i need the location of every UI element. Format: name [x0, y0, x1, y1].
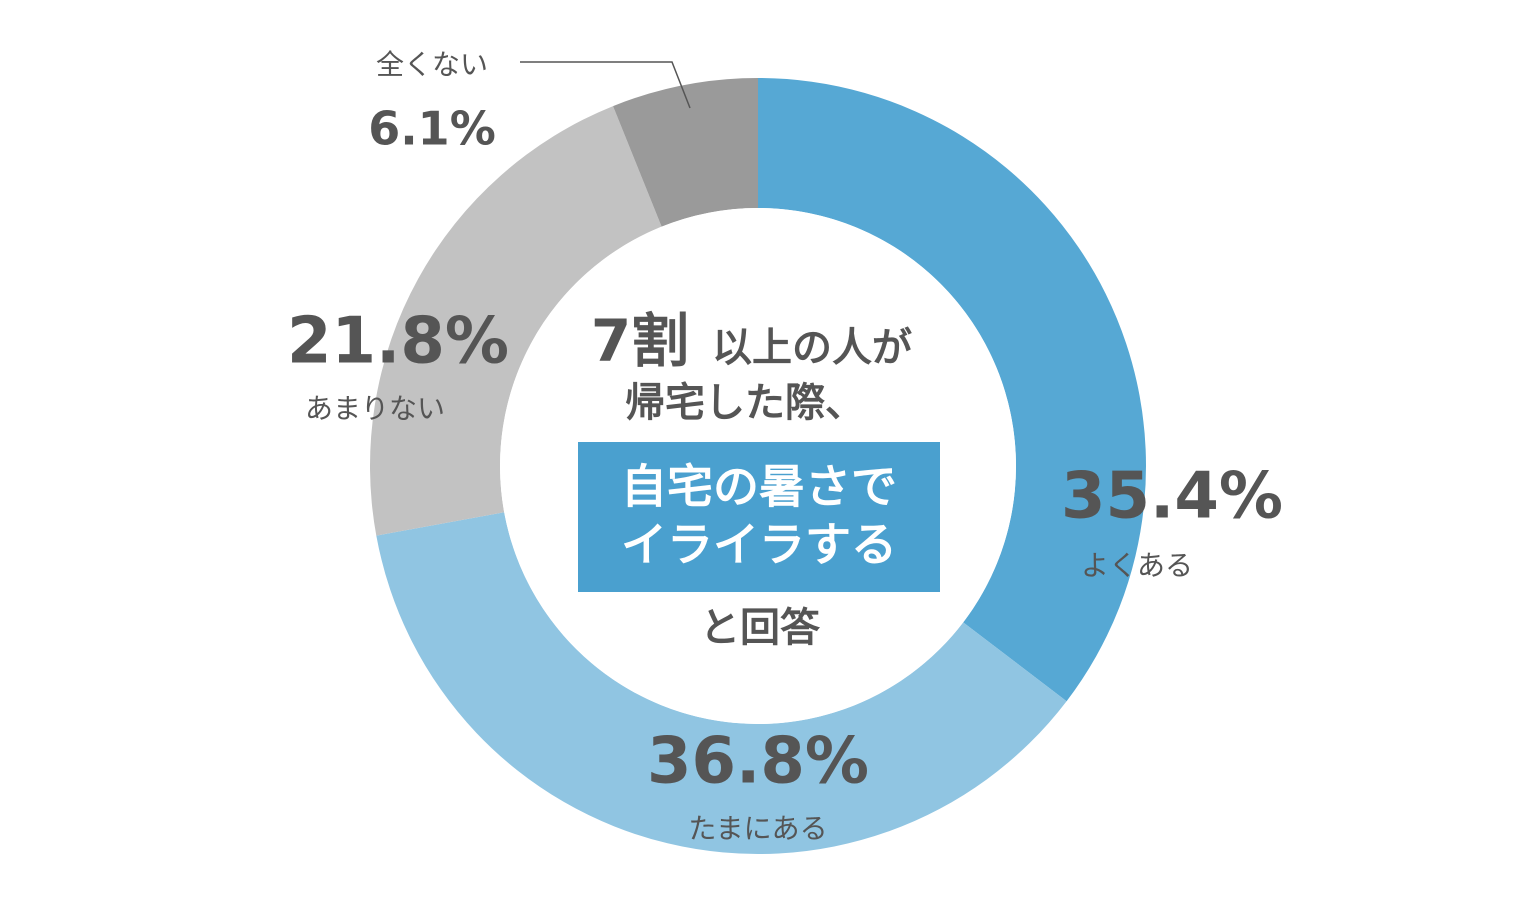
annotation: 自宅の暑さで: [621, 460, 897, 514]
category-label: たまにある: [688, 812, 827, 845]
annotation: 7割: [591, 307, 689, 375]
leader-line: [520, 61, 691, 109]
annotation: 帰宅した際、: [625, 380, 865, 426]
annotation: と回答: [700, 605, 821, 651]
value-label: 35.4%: [1061, 460, 1283, 534]
annotation: 以上の人が: [712, 325, 912, 371]
highlight-box: [578, 442, 940, 592]
category-label: よくある: [1081, 549, 1193, 582]
value-label: 6.1%: [368, 102, 496, 156]
category-label: あまりない: [305, 392, 445, 425]
slice: [376, 512, 1067, 854]
slice: [758, 78, 1146, 702]
value-label: 36.8%: [647, 725, 869, 799]
annotation: イライラする: [621, 518, 897, 572]
value-label: 21.8%: [287, 305, 509, 379]
category-label: 全くない: [376, 48, 488, 81]
slice: [613, 78, 758, 227]
slice: [370, 106, 662, 536]
donut: [370, 78, 1146, 854]
